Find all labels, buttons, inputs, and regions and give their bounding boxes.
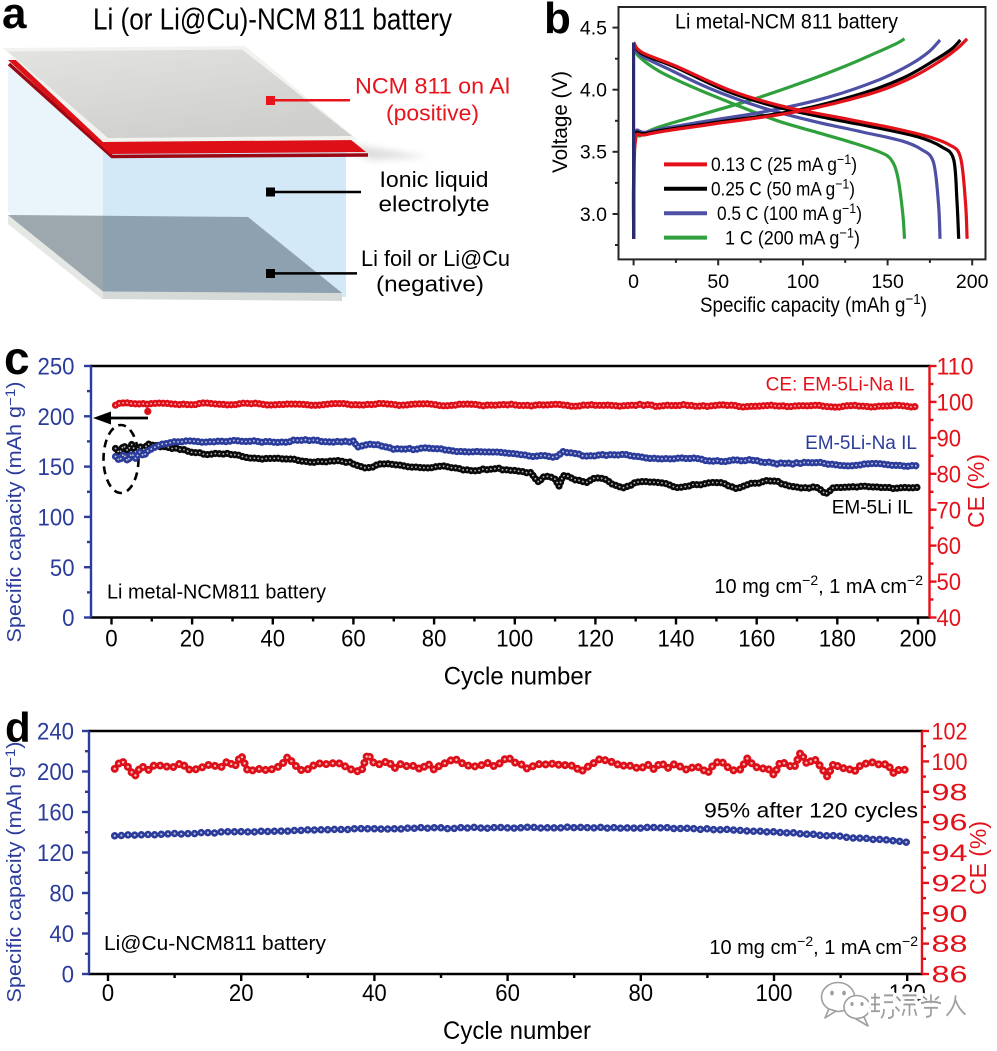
svg-text:96: 96 bbox=[932, 810, 968, 837]
svg-text:CE (%): CE (%) bbox=[965, 821, 991, 895]
svg-text:EM-5Li IL: EM-5Li IL bbox=[832, 498, 913, 519]
svg-text:Li@Cu-NCM811 battery: Li@Cu-NCM811 battery bbox=[104, 932, 327, 955]
svg-text:40: 40 bbox=[49, 921, 74, 948]
svg-text:electrolyte: electrolyte bbox=[379, 192, 490, 217]
svg-text:95% after 120 cycles: 95% after 120 cycles bbox=[704, 800, 918, 823]
svg-text:a: a bbox=[2, 0, 27, 38]
svg-text:80: 80 bbox=[629, 980, 654, 1007]
svg-text:NCM 811 on Al: NCM 811 on Al bbox=[355, 74, 510, 99]
svg-text:80: 80 bbox=[49, 881, 74, 908]
svg-text:Cycle number: Cycle number bbox=[443, 1017, 591, 1045]
svg-text:102: 102 bbox=[932, 719, 968, 746]
svg-text:Ionic liquid: Ionic liquid bbox=[380, 167, 489, 192]
svg-text:EM-5Li-Na IL: EM-5Li-Na IL bbox=[805, 433, 917, 454]
svg-text:120: 120 bbox=[577, 626, 614, 653]
svg-text:b: b bbox=[544, 0, 571, 43]
svg-text:Li (or Li@Cu)-NCM 811 battery: Li (or Li@Cu)-NCM 811 battery bbox=[93, 2, 452, 37]
svg-text:40: 40 bbox=[362, 980, 387, 1007]
svg-text:0: 0 bbox=[62, 605, 74, 632]
svg-text:70: 70 bbox=[937, 497, 962, 524]
svg-text:0: 0 bbox=[628, 271, 639, 293]
svg-text:160: 160 bbox=[738, 626, 775, 653]
svg-text:120: 120 bbox=[37, 840, 74, 867]
svg-text:Specific capacity (mAh g−1): Specific capacity (mAh g−1) bbox=[2, 742, 26, 1003]
svg-text:200: 200 bbox=[38, 404, 75, 431]
svg-text:110: 110 bbox=[937, 354, 974, 381]
svg-text:c: c bbox=[4, 332, 30, 384]
svg-text:50: 50 bbox=[707, 271, 729, 293]
svg-text:20: 20 bbox=[180, 626, 205, 653]
svg-text:Li metal-NCM 811 battery: Li metal-NCM 811 battery bbox=[675, 11, 898, 34]
svg-text:80: 80 bbox=[422, 626, 447, 653]
svg-text:60: 60 bbox=[341, 626, 366, 653]
svg-text:Cycle number: Cycle number bbox=[444, 663, 592, 691]
svg-text:Li metal-NCM811 battery: Li metal-NCM811 battery bbox=[107, 582, 326, 604]
svg-text:10 mg cm−2, 1 mA cm−2: 10 mg cm−2, 1 mA cm−2 bbox=[714, 572, 923, 598]
svg-text:40: 40 bbox=[937, 605, 962, 632]
svg-text:100: 100 bbox=[937, 390, 974, 417]
svg-text:50: 50 bbox=[937, 569, 962, 596]
svg-text:92: 92 bbox=[932, 871, 968, 898]
svg-text:0.5 C (100 mA g−1): 0.5 C (100 mA g−1) bbox=[717, 200, 862, 225]
svg-text:200: 200 bbox=[37, 759, 74, 786]
svg-text:180: 180 bbox=[819, 626, 856, 653]
svg-text:Li foil or Li@Cu: Li foil or Li@Cu bbox=[361, 246, 510, 271]
svg-text:3.5: 3.5 bbox=[580, 142, 607, 164]
svg-text:10 mg cm−2, 1 mA cm−2: 10 mg cm−2, 1 mA cm−2 bbox=[709, 933, 918, 959]
svg-text:40: 40 bbox=[261, 626, 286, 653]
svg-text:0: 0 bbox=[62, 962, 74, 989]
svg-text:88: 88 bbox=[932, 931, 968, 958]
svg-text:3.0: 3.0 bbox=[580, 204, 607, 226]
svg-text:CE: EM-5Li-Na IL: CE: EM-5Li-Na IL bbox=[766, 375, 915, 396]
svg-text:90: 90 bbox=[937, 426, 962, 453]
svg-text:98: 98 bbox=[932, 779, 968, 806]
svg-text:(positive): (positive) bbox=[386, 101, 479, 126]
svg-text:94: 94 bbox=[932, 840, 968, 867]
svg-text:Specific capacity (mAh g−1): Specific capacity (mAh g−1) bbox=[2, 382, 26, 643]
svg-text:Specific capacity (mAh g−1): Specific capacity (mAh g−1) bbox=[700, 291, 927, 317]
svg-text:100: 100 bbox=[932, 749, 968, 776]
svg-text:150: 150 bbox=[38, 454, 75, 481]
svg-text:160: 160 bbox=[37, 800, 74, 827]
svg-text:80: 80 bbox=[937, 461, 962, 488]
svg-text:250: 250 bbox=[38, 354, 75, 381]
svg-text:4.0: 4.0 bbox=[580, 80, 607, 102]
svg-text:140: 140 bbox=[658, 626, 695, 653]
svg-text:60: 60 bbox=[937, 533, 962, 560]
svg-text:90: 90 bbox=[932, 901, 968, 928]
svg-text:86: 86 bbox=[932, 962, 968, 989]
svg-text:60: 60 bbox=[495, 980, 520, 1007]
svg-text:CE (%): CE (%) bbox=[963, 454, 989, 528]
svg-text:d: d bbox=[5, 704, 31, 751]
svg-text:150: 150 bbox=[871, 271, 904, 293]
svg-text:100: 100 bbox=[756, 980, 793, 1007]
svg-text:0: 0 bbox=[102, 980, 114, 1007]
svg-text:100: 100 bbox=[787, 271, 820, 293]
svg-text:(negative): (negative) bbox=[376, 272, 484, 297]
svg-text:0.25 C (50 mA g−1): 0.25 C (50 mA g−1) bbox=[711, 176, 855, 201]
svg-text:Voltage (V): Voltage (V) bbox=[549, 71, 572, 173]
svg-text:4.5: 4.5 bbox=[580, 17, 607, 39]
svg-text:200: 200 bbox=[956, 271, 989, 293]
svg-text:0: 0 bbox=[105, 626, 117, 653]
svg-text:1 C (200 mA g−1): 1 C (200 mA g−1) bbox=[725, 224, 860, 249]
svg-text:50: 50 bbox=[50, 555, 75, 582]
svg-text:240: 240 bbox=[37, 719, 74, 746]
svg-text:20: 20 bbox=[229, 980, 254, 1007]
svg-text:200: 200 bbox=[900, 626, 937, 653]
svg-text:0.13 C (25 mA g−1): 0.13 C (25 mA g−1) bbox=[711, 151, 857, 176]
svg-text:100: 100 bbox=[496, 626, 533, 653]
svg-text:100: 100 bbox=[38, 505, 75, 532]
